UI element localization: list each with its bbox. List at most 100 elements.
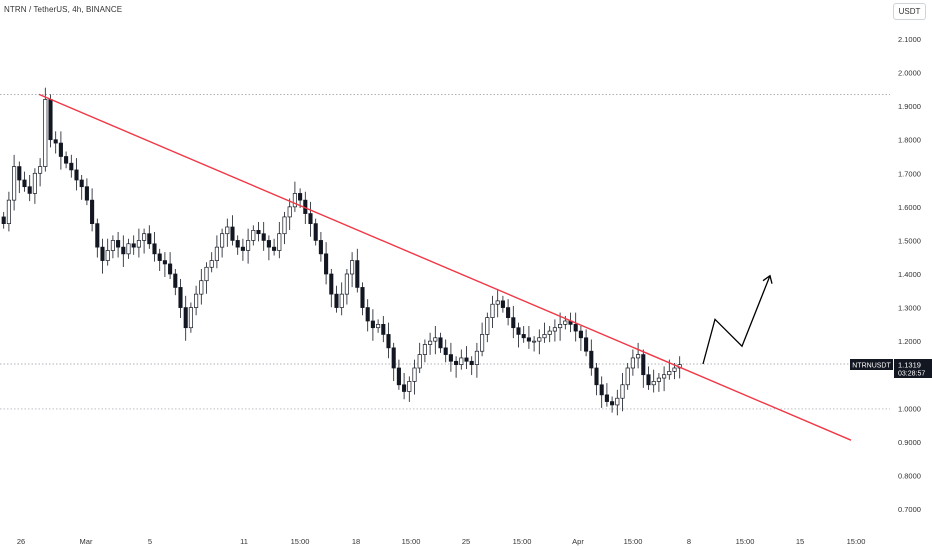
candle-down [610, 401, 615, 406]
y-tick-label: 1.0000 [898, 404, 921, 413]
candle-up [292, 193, 297, 208]
candle-down [183, 307, 188, 329]
candle-down [526, 337, 531, 342]
candle-up [630, 357, 635, 369]
candle-down [443, 347, 448, 355]
candle-down [157, 253, 162, 261]
candle-down [131, 243, 136, 248]
projection-arrowhead [762, 274, 773, 284]
candle-down [48, 99, 53, 141]
x-axis: 26 Mar 5 11 15:00 18 15:00 25 15:00 Apr 15:00 8 15:0… [17, 537, 866, 546]
candle-up [495, 300, 500, 305]
candle-down [308, 213, 313, 224]
y-tick-label: 0.9000 [898, 438, 921, 447]
candle-down [329, 273, 334, 295]
candle-up [417, 354, 422, 369]
candle-down [53, 139, 58, 144]
candle-down [506, 307, 511, 318]
candle-up [563, 320, 568, 325]
x-tick-label: 15:00 [624, 537, 643, 546]
candle-up [38, 166, 43, 174]
candle-up [480, 334, 485, 352]
x-tick-label: Mar [80, 537, 93, 546]
candle-down [100, 246, 105, 261]
candle-down [521, 334, 526, 339]
candle-up [246, 240, 251, 251]
candle-up [558, 324, 563, 329]
candle-up [667, 371, 672, 376]
candle-down [365, 307, 370, 322]
candle-up [136, 240, 141, 248]
candle-up [625, 367, 630, 386]
x-tick-label: 25 [462, 537, 470, 546]
candle-down [121, 246, 126, 255]
candle-down [448, 354, 453, 362]
candle-down [396, 367, 401, 386]
candle-up [12, 166, 17, 201]
candle-down [152, 243, 157, 255]
candle-down [84, 186, 89, 201]
x-tick-label: 15:00 [736, 537, 755, 546]
candle-up [204, 266, 209, 282]
candle-up [251, 230, 256, 241]
candle-up [620, 384, 625, 399]
candle-up [6, 199, 11, 224]
candle-up [474, 350, 479, 365]
candle-up [220, 233, 225, 248]
price-tag-countdown: 03:28:57 [898, 371, 925, 378]
x-tick-label: Apr [572, 537, 584, 546]
candle-up [552, 327, 557, 332]
candle-up [651, 381, 656, 386]
x-tick-label: 11 [240, 537, 248, 546]
candle-down [402, 384, 407, 392]
y-tick-label: 1.2000 [898, 337, 921, 346]
candle-down [17, 166, 22, 181]
candle-down [511, 317, 516, 329]
candle-down [178, 287, 183, 308]
y-tick-label: 0.8000 [898, 471, 921, 480]
candle-down [500, 300, 505, 308]
price-tag-price-box [894, 359, 932, 378]
candle-up [459, 357, 464, 365]
candle-down [95, 223, 100, 248]
candle-down [74, 169, 79, 181]
trendline-layer [38, 93, 852, 441]
candle-down [641, 354, 646, 376]
candle-down [298, 193, 303, 201]
x-tick-label: 15 [796, 537, 804, 546]
candle-down [318, 240, 323, 255]
candle-up [672, 367, 677, 372]
candle-down [391, 347, 396, 369]
candle-up [656, 377, 661, 382]
x-tick-label: 5 [148, 537, 152, 546]
candle-up [532, 340, 537, 343]
candle-down [230, 226, 235, 241]
candle-up [615, 397, 620, 406]
candle-down [469, 360, 474, 365]
candle-up [407, 381, 412, 392]
candle-down [256, 230, 261, 235]
candle-up [662, 374, 667, 379]
candle-up [422, 344, 427, 355]
candle-down [313, 223, 318, 241]
candle-down [386, 334, 391, 349]
y-tick-label: 1.5000 [898, 236, 921, 245]
y-tick-label: 0.7000 [898, 505, 921, 514]
candle-down [646, 374, 651, 386]
currency-button[interactable]: USDT [893, 3, 926, 20]
y-tick-label: 2.1000 [898, 35, 921, 44]
candle-up [32, 172, 37, 194]
candle-down [464, 357, 469, 362]
y-tick-label: 1.3000 [898, 304, 921, 313]
candle-down [272, 246, 277, 251]
candle-down [324, 253, 329, 275]
candle-down [240, 246, 245, 251]
candle-down [360, 287, 365, 308]
candle-down [334, 293, 339, 308]
candle-up [542, 334, 547, 339]
candle-up [110, 240, 115, 251]
candle-down [22, 179, 27, 188]
candle-down [454, 360, 459, 365]
candle-down [578, 330, 583, 339]
